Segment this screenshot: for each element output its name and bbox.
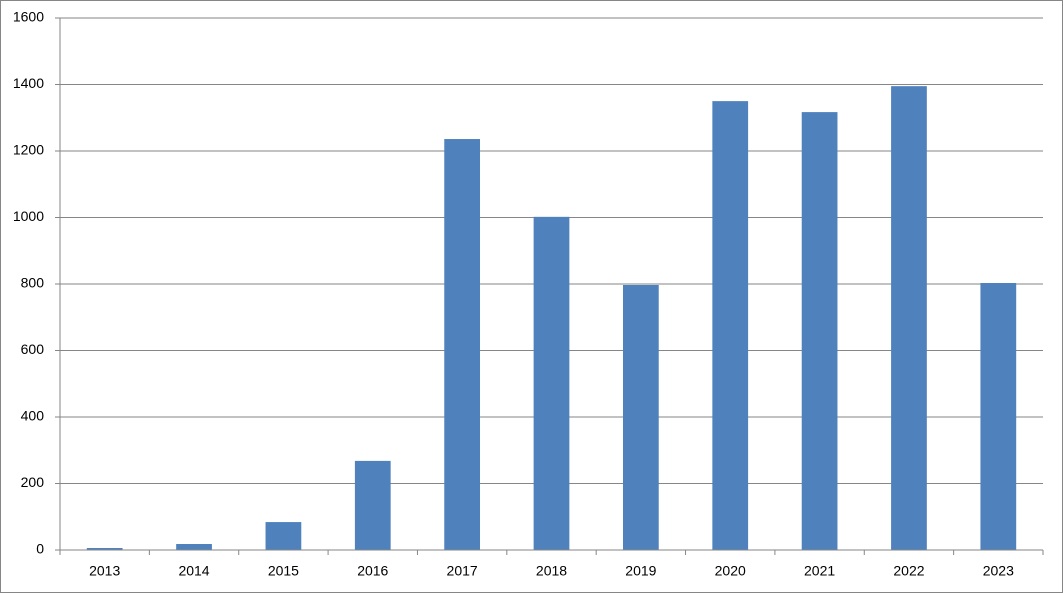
bar bbox=[354, 460, 391, 550]
bar bbox=[980, 283, 1017, 550]
x-tick-label: 2020 bbox=[715, 563, 746, 579]
x-tick-label: 2017 bbox=[447, 563, 478, 579]
y-tick-label: 1000 bbox=[13, 208, 44, 224]
x-tick-label: 2014 bbox=[178, 563, 209, 579]
y-tick-label: 400 bbox=[21, 408, 45, 424]
bar bbox=[622, 284, 659, 550]
bar bbox=[86, 548, 123, 550]
y-tick-label: 1600 bbox=[13, 9, 44, 25]
x-tick-label: 2013 bbox=[89, 563, 120, 579]
bar bbox=[265, 522, 302, 550]
y-tick-label: 1400 bbox=[13, 75, 44, 91]
y-tick-label: 1200 bbox=[13, 142, 44, 158]
bar bbox=[891, 86, 927, 550]
y-tick-label: 0 bbox=[36, 541, 44, 557]
x-tick-label: 2022 bbox=[893, 563, 924, 579]
x-tick-label: 2018 bbox=[536, 563, 567, 579]
bar bbox=[176, 544, 212, 550]
bar bbox=[801, 112, 838, 550]
x-tick-label: 2021 bbox=[804, 563, 835, 579]
bar bbox=[712, 101, 749, 550]
bar bbox=[444, 139, 481, 550]
x-tick-label: 2016 bbox=[357, 563, 388, 579]
y-tick-label: 200 bbox=[21, 474, 45, 490]
y-tick-label: 600 bbox=[21, 341, 45, 357]
bar bbox=[533, 216, 570, 550]
x-tick-label: 2015 bbox=[268, 563, 299, 579]
x-tick-label: 2023 bbox=[983, 563, 1014, 579]
x-tick-label: 2019 bbox=[625, 563, 656, 579]
y-tick-label: 800 bbox=[21, 275, 45, 291]
